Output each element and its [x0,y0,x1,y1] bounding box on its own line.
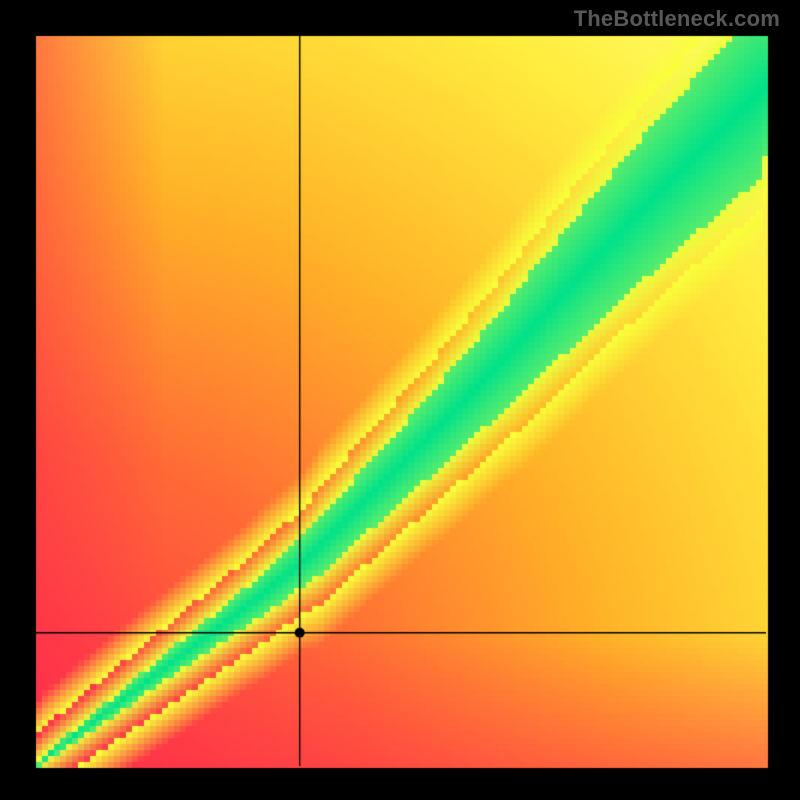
heatmap-canvas [0,0,800,800]
figure-container: TheBottleneck.com [0,0,800,800]
watermark-text: TheBottleneck.com [574,6,780,32]
